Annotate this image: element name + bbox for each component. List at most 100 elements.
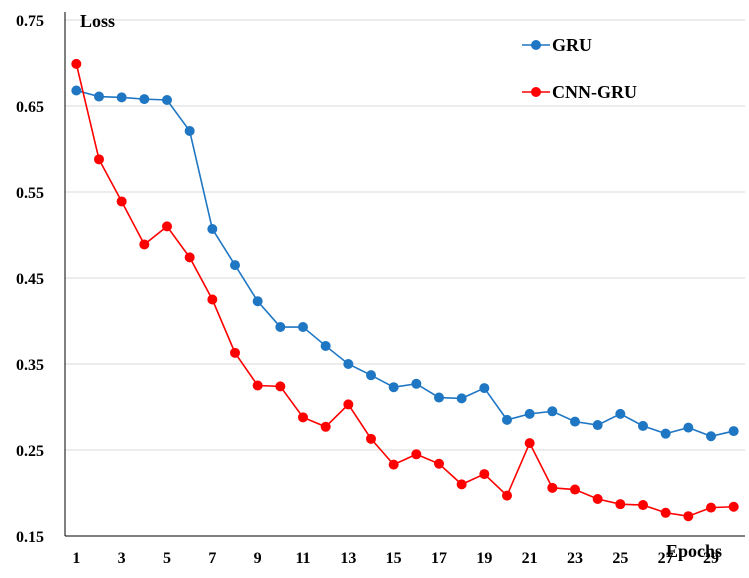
x-tick-label: 1 [72,550,80,567]
y-tick-label: 0.35 [16,357,44,374]
data-point [275,322,286,333]
x-tick-label: 15 [386,550,402,567]
data-point [320,340,331,351]
data-point [524,438,535,449]
y-tick-label: 0.75 [16,13,44,30]
data-point [184,252,195,263]
data-point [479,383,490,394]
series-cnn-gru [71,58,739,522]
data-point [502,414,512,425]
data-point [366,370,376,381]
data-point [162,94,172,105]
data-point [162,221,172,232]
x-tick-labels: 1 3 5 7 9 11 13 15 17 19 21 23 25 27 29 [72,550,719,567]
data-point [207,294,218,305]
data-point [71,58,82,69]
data-point [116,196,127,207]
x-tick-label: 27 [658,550,674,567]
legend: GRU CNN-GRU [522,35,637,102]
data-point [184,125,195,136]
x-tick-label: 13 [340,550,356,567]
data-point [298,322,308,333]
data-point [660,507,671,518]
data-point [592,494,603,505]
x-tick-label: 9 [254,550,262,567]
data-point [343,359,354,369]
data-point [638,500,648,511]
x-tick-label: 3 [118,550,126,567]
data-point [411,449,422,460]
x-tick-label: 21 [522,550,538,567]
data-point [320,421,331,432]
data-point [728,501,739,512]
data-point [388,459,399,470]
data-point [456,393,467,404]
data-point [728,426,739,437]
data-point [388,382,399,393]
legend-label: CNN-GRU [552,82,637,102]
x-tick-label: 19 [476,550,492,567]
legend-item: CNN-GRU [522,82,637,102]
data-point [71,85,82,96]
data-point [252,380,263,391]
data-point [547,482,558,493]
data-point [434,392,444,403]
legend-item: GRU [522,35,592,55]
data-point [615,499,626,510]
y-tick-label: 0.55 [16,185,44,202]
legend-marker [531,40,541,50]
data-point [230,260,240,271]
data-point [456,479,467,490]
data-point [298,412,308,423]
legend-label: GRU [552,35,592,55]
data-point [139,239,150,250]
x-tick-label: 7 [208,550,216,567]
data-point [434,458,444,469]
y-tick-label: 0.25 [16,443,44,460]
data-point [592,420,603,431]
data-point [660,428,671,439]
y-tick-label: 0.65 [16,99,44,116]
data-point [502,490,512,501]
x-axis-label: Epochs [666,541,722,561]
data-point [570,416,580,427]
data-point [615,408,626,419]
data-point [411,378,422,389]
grid-lines [65,19,745,451]
x-tick-label: 17 [431,550,447,567]
x-tick-label: 29 [703,550,719,567]
series-line [75,63,734,518]
x-tick-label: 23 [567,550,583,567]
data-point [94,154,104,165]
data-point [366,433,376,444]
data-point [252,296,263,307]
y-axis-label: Loss [80,11,115,31]
data-point [343,399,354,410]
y-tick-labels: 0.15 0.25 0.35 0.45 0.55 0.65 0.75 [16,13,44,546]
data-point [524,408,535,419]
x-tick-label: 5 [163,550,171,567]
data-point [116,92,127,103]
data-point [230,347,240,358]
data-point [479,469,490,480]
data-point [683,422,694,433]
data-series [71,58,739,522]
x-tick-label: 25 [612,550,628,567]
data-point [547,406,558,417]
data-point [706,502,716,513]
data-point [94,91,104,102]
data-point [706,431,716,442]
legend-marker [531,87,541,97]
data-point [570,484,580,495]
data-point [207,223,218,234]
data-point [683,511,694,522]
series-line [76,89,734,438]
x-tick-label: 11 [295,550,310,567]
series-gru [71,85,739,442]
data-point [139,94,150,105]
y-tick-label: 0.15 [16,529,44,546]
data-point [638,420,648,431]
y-tick-label: 0.45 [16,271,44,288]
data-point [275,381,286,392]
